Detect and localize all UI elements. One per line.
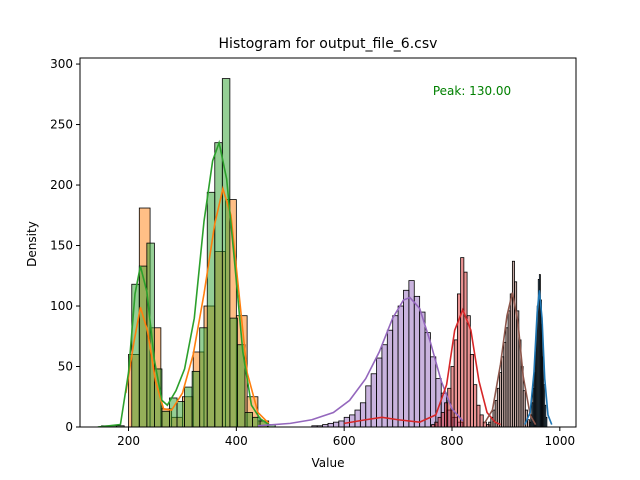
y-tick-label-2: 100	[50, 299, 73, 313]
series-1-kde-line	[97, 139, 270, 427]
series-2-bar-20	[419, 311, 426, 427]
series-3-bar-12	[469, 354, 474, 427]
series-1-bar-11	[184, 386, 193, 427]
x-tick-label-4: 1000	[545, 434, 576, 448]
series-3-bar-5	[447, 387, 452, 427]
series-1-bar-6	[146, 242, 155, 427]
x-tick-label-2: 600	[333, 434, 356, 448]
series-2-bar-15	[392, 315, 399, 427]
series-5-bar-15	[545, 416, 548, 427]
series-2-bar-14	[386, 329, 394, 427]
series-2-bar-8	[354, 409, 361, 427]
x-tick-label-1: 400	[225, 434, 248, 448]
series-3-bar-14	[476, 404, 481, 427]
series-3-bar-9	[460, 257, 465, 427]
series-3-bar-1	[434, 421, 439, 427]
series-3-bar-8	[456, 293, 462, 427]
series-1-bar-12	[191, 370, 201, 427]
series-3-kde-line	[344, 307, 501, 426]
y-tick-label-4: 200	[50, 178, 73, 192]
y-tick-label-5: 250	[50, 118, 73, 132]
series-3-bar-4	[444, 402, 449, 427]
series-2-bar-5	[338, 420, 345, 427]
series-3-bar-6	[450, 366, 455, 427]
y-tick-label-1: 50	[58, 360, 73, 374]
series-1-bars	[101, 78, 276, 427]
series-2-bar-4	[332, 421, 340, 427]
series-5-bars	[529, 274, 548, 427]
plot-area	[97, 78, 553, 427]
y-axis-label: Density	[25, 221, 39, 267]
series-1-bar-4	[131, 283, 140, 427]
series-2-bar-10	[365, 385, 372, 427]
series-2-bars	[311, 280, 464, 427]
series-2-bar-19	[413, 295, 421, 427]
series-1-bar-8	[161, 410, 170, 427]
series-3-bar-13	[473, 384, 478, 427]
series-1-bar-16	[221, 78, 231, 427]
series-2-bar-16	[397, 305, 404, 427]
y-tick-label-0: 0	[65, 420, 73, 434]
series-2-kde-line	[257, 296, 464, 427]
x-tick-label-3: 800	[441, 434, 464, 448]
chart-title: Histogram for output_file_6.csv	[219, 36, 438, 52]
series-2-bar-13	[381, 344, 388, 427]
series-4-kde-line	[483, 292, 537, 425]
series-3-bar-10	[463, 271, 468, 427]
series-2-bar-9	[359, 402, 367, 427]
series-0-kde-line	[125, 185, 270, 424]
series-1-bar-18	[237, 344, 246, 427]
axes-frame	[79, 57, 577, 428]
series-2-bar-17	[403, 289, 410, 427]
y-tick-label-3: 150	[50, 239, 73, 253]
series-1-bar-10	[176, 401, 185, 427]
series-3-bars	[431, 257, 491, 427]
peak-annotation: Peak: 130.00	[433, 84, 511, 98]
x-axis-label: Value	[312, 456, 345, 470]
y-tick-label-6: 300	[50, 57, 73, 71]
series-3-bar-15	[479, 414, 484, 427]
series-2-bar-21	[424, 332, 431, 427]
plot-content	[97, 78, 553, 427]
series-1-bar-15	[214, 142, 223, 427]
series-3-bar-11	[466, 315, 471, 427]
series-5-kde-line	[524, 290, 553, 425]
series-2-bar-3	[327, 422, 334, 427]
series-1-bar-19	[244, 412, 253, 427]
series-4-bar-16	[522, 390, 526, 427]
series-3-bar-3	[440, 412, 445, 427]
series-1-bar-2	[116, 425, 125, 427]
axes: 200 400 600 800 1000 0 50 100 150 200 250 300	[50, 57, 577, 448]
x-tick-label-0: 200	[117, 434, 140, 448]
series-5-bar-14	[544, 404, 547, 427]
series-1-bar-17	[229, 317, 238, 427]
series-3-bar-2	[437, 416, 442, 427]
series-1-bar-13	[199, 327, 208, 427]
